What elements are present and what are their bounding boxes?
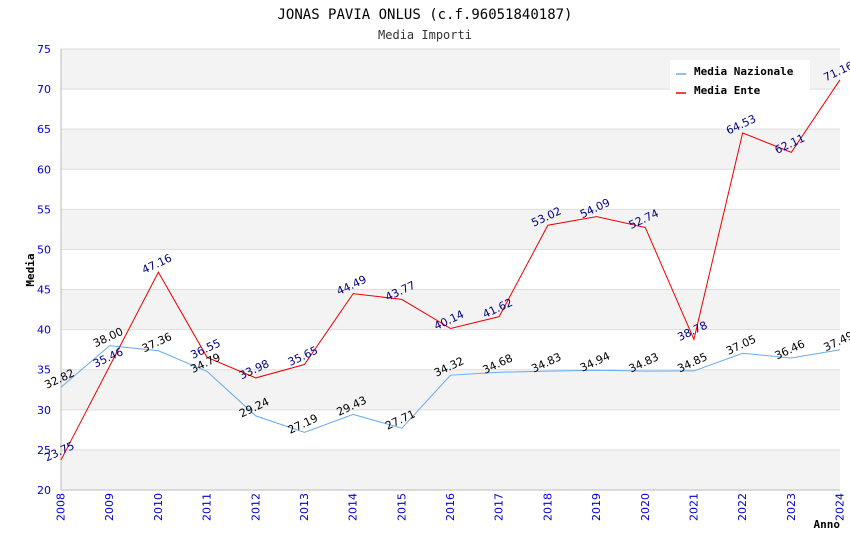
x-tick-label: 2021	[687, 493, 700, 521]
grid-bands	[61, 49, 840, 490]
x-axis-label: Anno	[814, 518, 841, 531]
series-line-nazionale	[60, 345, 841, 433]
x-tick-label: 2011	[201, 493, 214, 521]
grid-band	[61, 209, 840, 250]
x-tick-label: 2019	[590, 493, 603, 521]
x-tick-label: 2017	[493, 493, 506, 521]
chart-title: JONAS PAVIA ONLUS (c.f.96051840187)	[277, 7, 572, 23]
series-lines	[60, 79, 841, 461]
x-tick-label: 2023	[785, 493, 798, 521]
x-tick-label: 2024	[834, 493, 847, 521]
grid-band	[61, 289, 840, 330]
x-tick-label: 2015	[395, 493, 408, 521]
x-tick-label: 2008	[55, 493, 68, 521]
y-tick-label: 55	[37, 203, 51, 216]
y-tick-label: 25	[37, 444, 51, 457]
x-tick-label: 2010	[152, 493, 165, 521]
y-tick-label: 70	[37, 83, 51, 96]
x-tick-label: 2022	[736, 493, 749, 521]
chart-subtitle: Media Importi	[378, 28, 472, 42]
y-tick-label: 75	[37, 43, 51, 56]
x-tick-label: 2012	[249, 493, 262, 521]
grid-band	[61, 129, 840, 170]
axes	[60, 49, 840, 491]
x-tick-label: 2018	[541, 493, 554, 521]
y-tick-label: 50	[37, 243, 51, 256]
y-tick-label: 30	[37, 404, 51, 417]
y-ticks: 20 25 30 35 40 45 50 55 60 65 70 75	[37, 43, 51, 497]
x-tick-label: 2013	[298, 493, 311, 521]
y-tick-label: 20	[37, 484, 51, 497]
y-tick-label: 40	[37, 324, 51, 337]
series-line-ente	[60, 79, 841, 461]
x-ticks: 2008 2009 2010 2011 2012 2013 2014 2015 2016 2017…	[55, 493, 847, 521]
legend-box	[670, 60, 810, 102]
legend-label-ente: Media Ente	[694, 84, 761, 97]
y-tick-label: 45	[37, 284, 51, 297]
x-tick-label: 2009	[103, 493, 116, 521]
data-label-ente: 47.16	[140, 252, 174, 277]
legend-label-nazionale: Media Nazionale	[694, 65, 794, 78]
data-label-nazionale: 27.19	[286, 412, 320, 437]
data-label-nazionale: 36.46	[773, 337, 807, 362]
grid-band	[61, 369, 840, 410]
y-tick-label: 35	[37, 364, 51, 377]
y-axis-label: Media	[24, 253, 37, 286]
x-tick-label: 2020	[639, 493, 652, 521]
x-tick-label: 2016	[444, 493, 457, 521]
gridlines	[61, 48, 840, 491]
data-label-nazionale: 27.71	[383, 407, 417, 432]
y-tick-label: 65	[37, 123, 51, 136]
legend: Media Nazionale Media Ente	[670, 60, 810, 102]
x-tick-label: 2014	[347, 493, 360, 521]
data-label-nazionale: 37.36	[140, 330, 174, 355]
y-tick-label: 60	[37, 163, 51, 176]
grid-band	[61, 449, 840, 490]
